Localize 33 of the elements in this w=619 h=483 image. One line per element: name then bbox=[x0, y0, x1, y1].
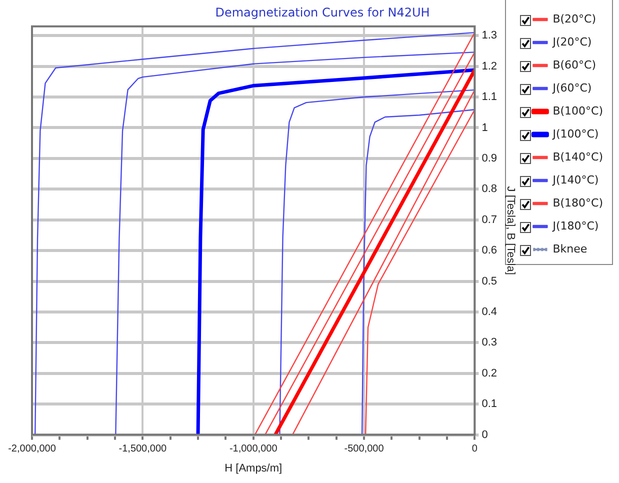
chart-title: Demagnetization Curves for N42UH bbox=[215, 5, 430, 20]
legend-label: J(100°C) bbox=[552, 127, 599, 140]
x-axis-title: H [Amps/m] bbox=[224, 462, 282, 474]
y-tick-label: 0 bbox=[482, 428, 488, 441]
legend-label: B(180°C) bbox=[552, 196, 604, 210]
y-tick-label: 0.1 bbox=[482, 398, 497, 410]
legend-label: Bknee bbox=[552, 242, 588, 256]
legend-label: J(60°C) bbox=[552, 81, 592, 94]
y-axis-title: J [Tesla], B [Tesla] bbox=[504, 186, 517, 275]
y-tick-label: 0.6 bbox=[482, 244, 497, 257]
legend-label: J(180°C) bbox=[552, 219, 599, 232]
x-tick-label: -1,000,000 bbox=[229, 444, 278, 455]
y-tick-label: 0.7 bbox=[482, 214, 497, 226]
y-tick-label: 0.5 bbox=[482, 275, 497, 288]
legend-label: B(140°C) bbox=[552, 150, 604, 164]
y-tick-label: 0.4 bbox=[482, 306, 497, 318]
x-tick-label: -2,000,000 bbox=[8, 444, 56, 455]
y-tick-label: 0.9 bbox=[482, 152, 497, 164]
y-tick-label: 0.3 bbox=[482, 336, 497, 349]
legend-label: J(20°C) bbox=[552, 35, 592, 48]
x-tick-label: -500,000 bbox=[344, 444, 384, 455]
y-tick-label: 1 bbox=[482, 122, 488, 134]
legend-label: B(20°C) bbox=[552, 12, 596, 26]
y-tick-label: 1.1 bbox=[482, 91, 497, 104]
y-tick-label: 0.8 bbox=[482, 183, 497, 196]
x-tick-label: -1,500,000 bbox=[118, 444, 168, 455]
y-tick-label: 1.2 bbox=[482, 60, 497, 72]
y-tick-label: 1.3 bbox=[482, 30, 497, 42]
x-tick-label: 0 bbox=[472, 444, 478, 455]
legend-label: B(60°C) bbox=[552, 58, 596, 72]
legend-label: B(100°C) bbox=[552, 104, 604, 118]
y-tick-label: 0.2 bbox=[482, 367, 497, 380]
legend-label: J(140°C) bbox=[552, 173, 599, 186]
